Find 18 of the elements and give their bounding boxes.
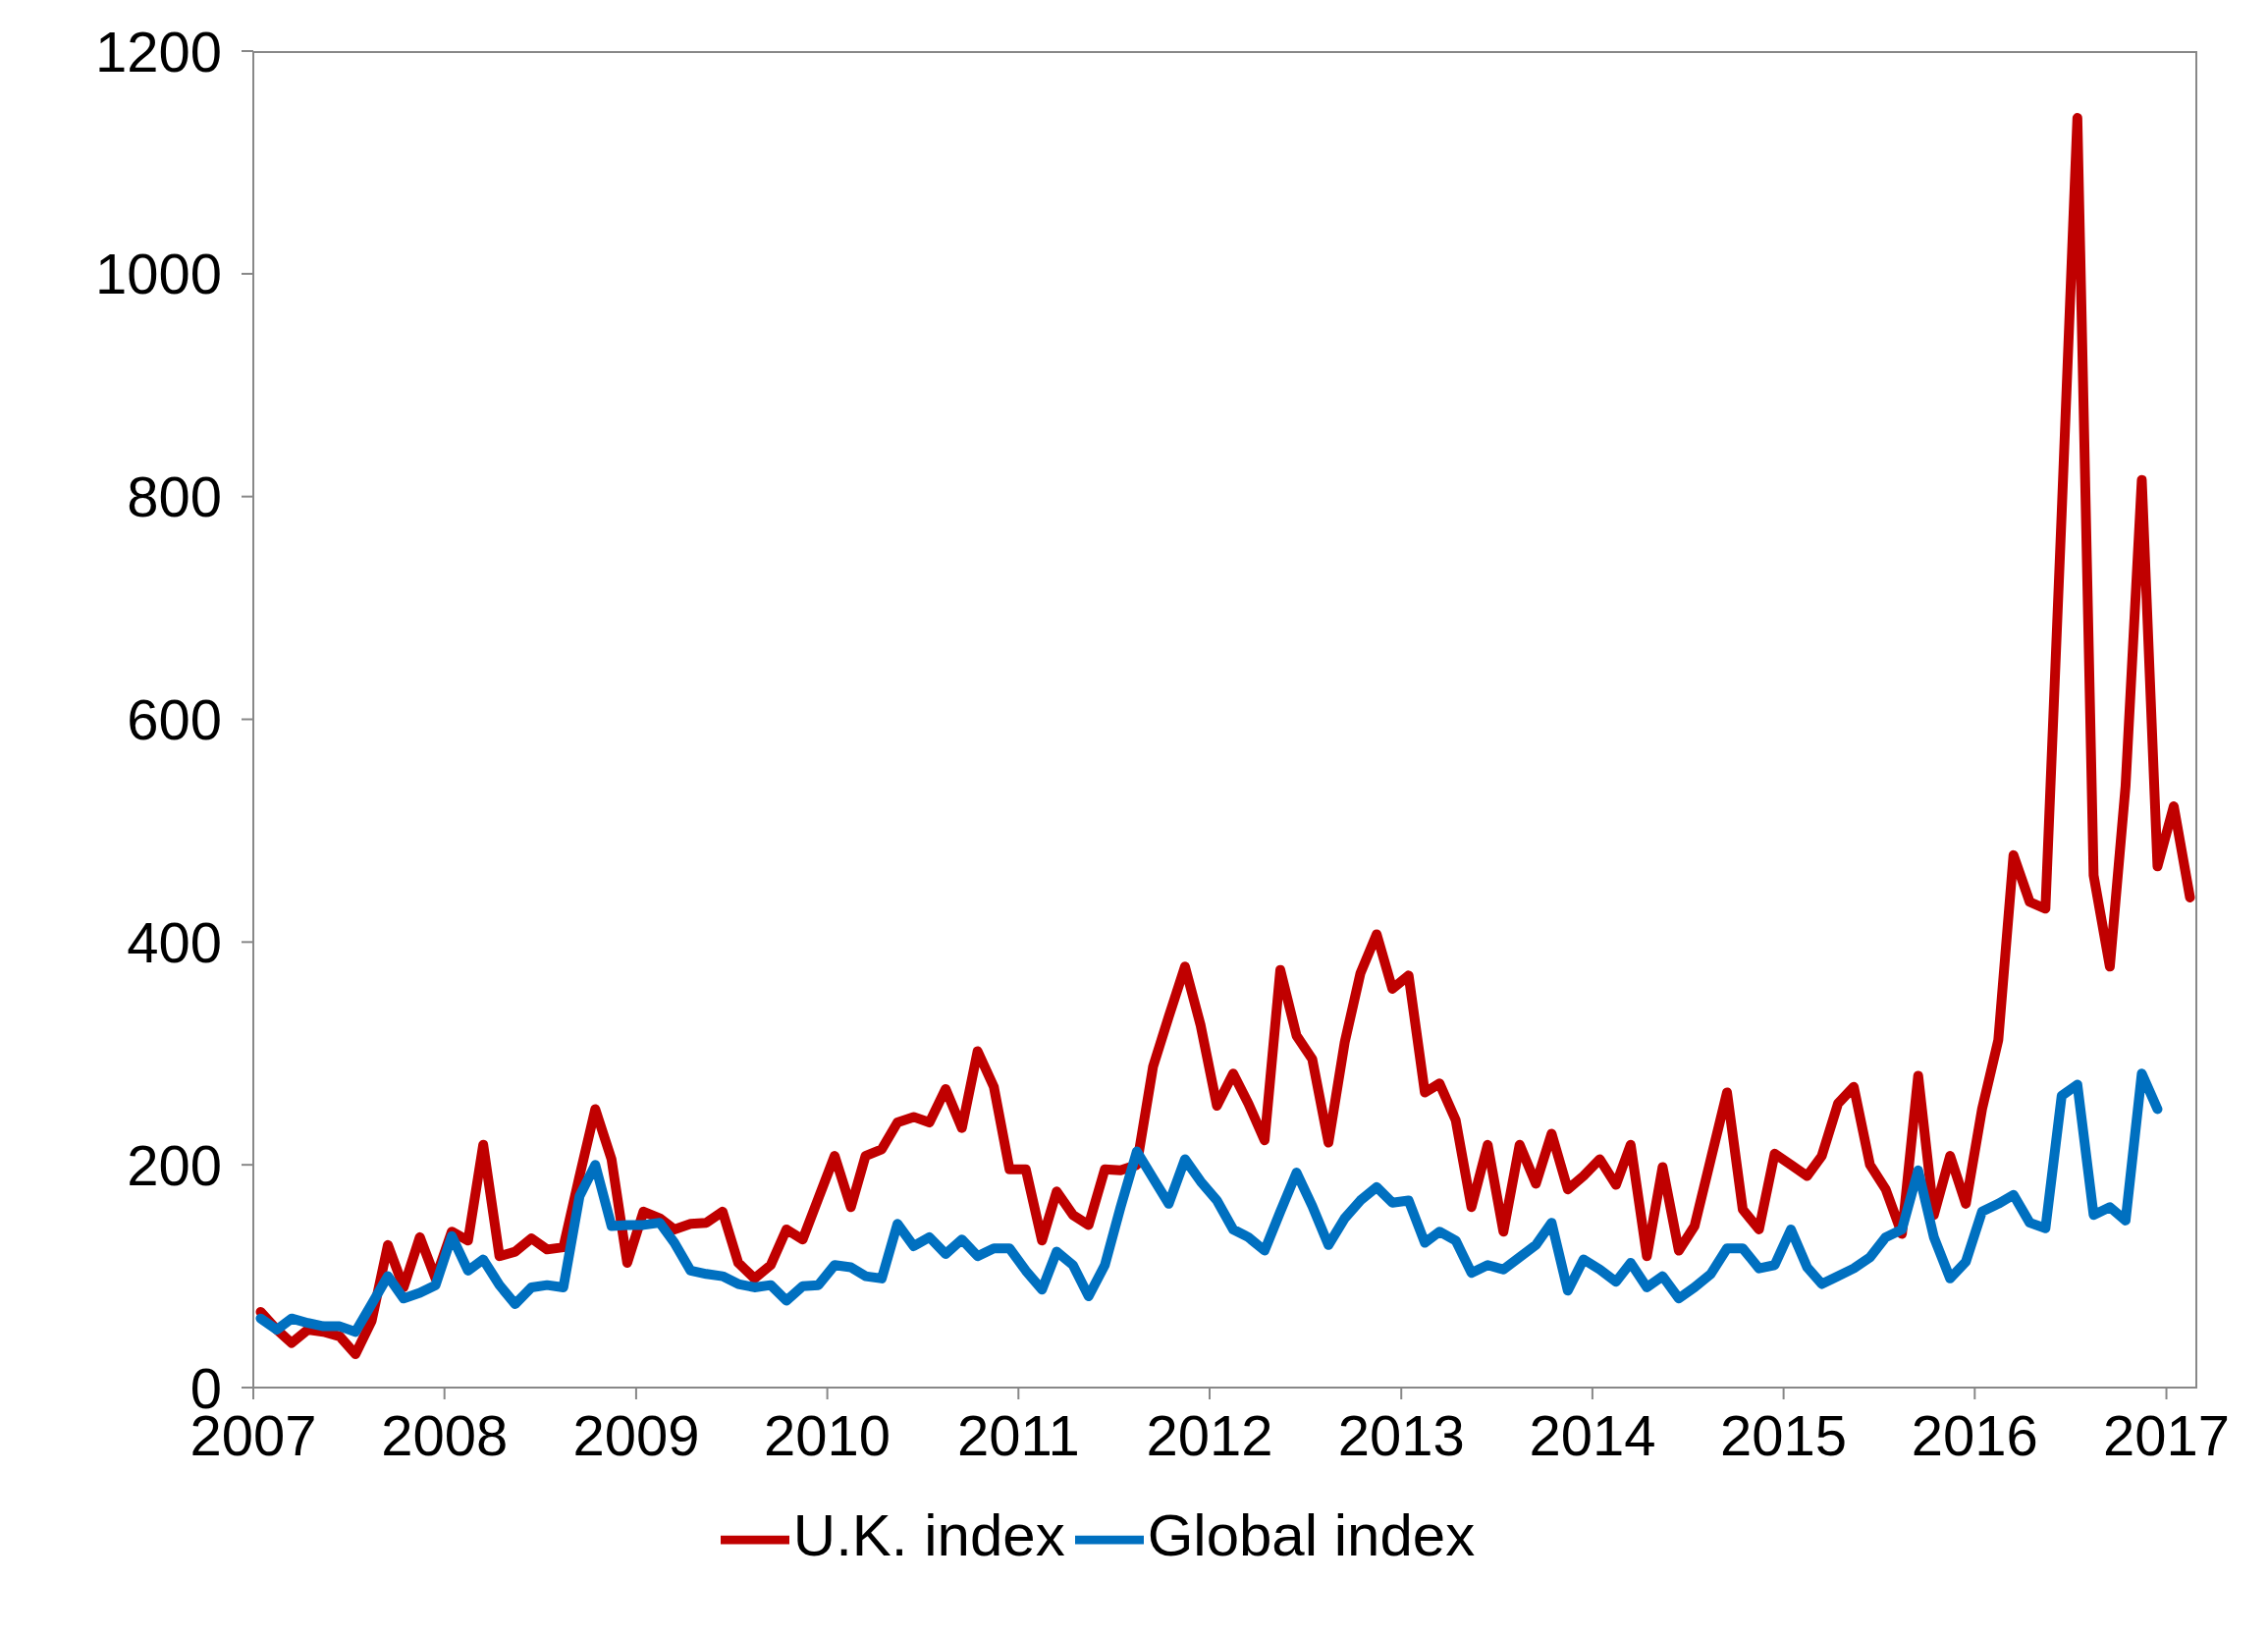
x-tick-label: 2010 [764, 1403, 891, 1468]
y-tick-label: 400 [127, 909, 222, 974]
x-tick-label: 2012 [1146, 1403, 1273, 1468]
x-tick-label: 2013 [1337, 1403, 1465, 1468]
x-tick-label: 2016 [1911, 1403, 2038, 1468]
x-tick-label: 2015 [1720, 1403, 1848, 1468]
x-tick-label: 2014 [1529, 1403, 1656, 1468]
legend-label: Global index [1147, 1501, 1476, 1568]
x-tick-label: 2009 [572, 1403, 700, 1468]
y-tick-label: 1200 [94, 19, 222, 83]
x-tick-label: 2008 [381, 1403, 509, 1468]
y-tick-label: 800 [127, 464, 222, 529]
x-tick-label: 2017 [2103, 1403, 2231, 1468]
legend-label: U.K. index [792, 1501, 1065, 1568]
y-tick-label: 200 [127, 1132, 222, 1197]
y-tick-label: 1000 [94, 242, 222, 306]
x-tick-label: 2011 [956, 1403, 1080, 1468]
y-tick-label: 600 [127, 687, 222, 752]
